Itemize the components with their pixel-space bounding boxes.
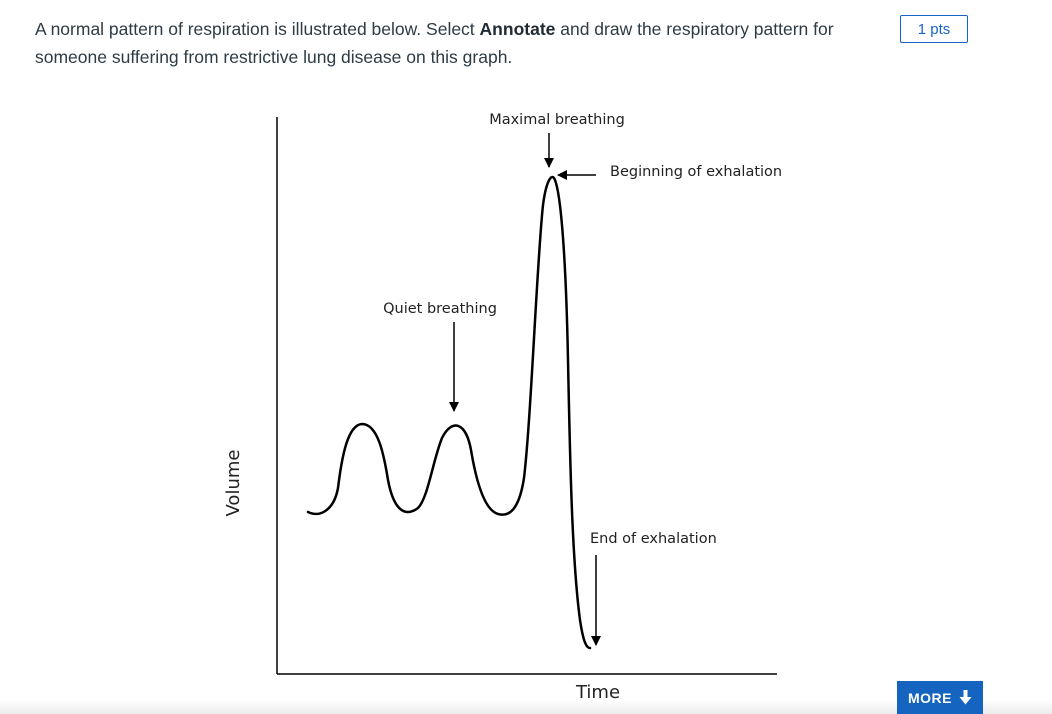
arrow-down-icon <box>959 690 972 705</box>
bottom-fade <box>0 700 1052 714</box>
annotate-keyword: Annotate <box>479 19 556 39</box>
annotation-maximal-breathing: Maximal breathing <box>489 112 625 128</box>
x-axis-label: Time <box>575 682 620 703</box>
question-text: A normal pattern of respiration is illus… <box>35 15 885 71</box>
more-button-label: MORE <box>908 689 952 706</box>
annotation-beginning-exhalation: Beginning of exhalation <box>610 164 782 180</box>
question-part1: A normal pattern of respiration is illus… <box>35 19 480 39</box>
annotation-quiet-breathing: Quiet breathing <box>383 301 497 317</box>
more-button[interactable]: MORE <box>897 681 983 714</box>
y-axis-label: Volume <box>223 450 244 517</box>
question-part2: and draw the respiratory pattern for som… <box>35 19 834 67</box>
points-badge: 1 pts <box>900 15 968 43</box>
annotation-end-exhalation: End of exhalation <box>590 531 717 547</box>
respiration-curve <box>306 175 592 650</box>
